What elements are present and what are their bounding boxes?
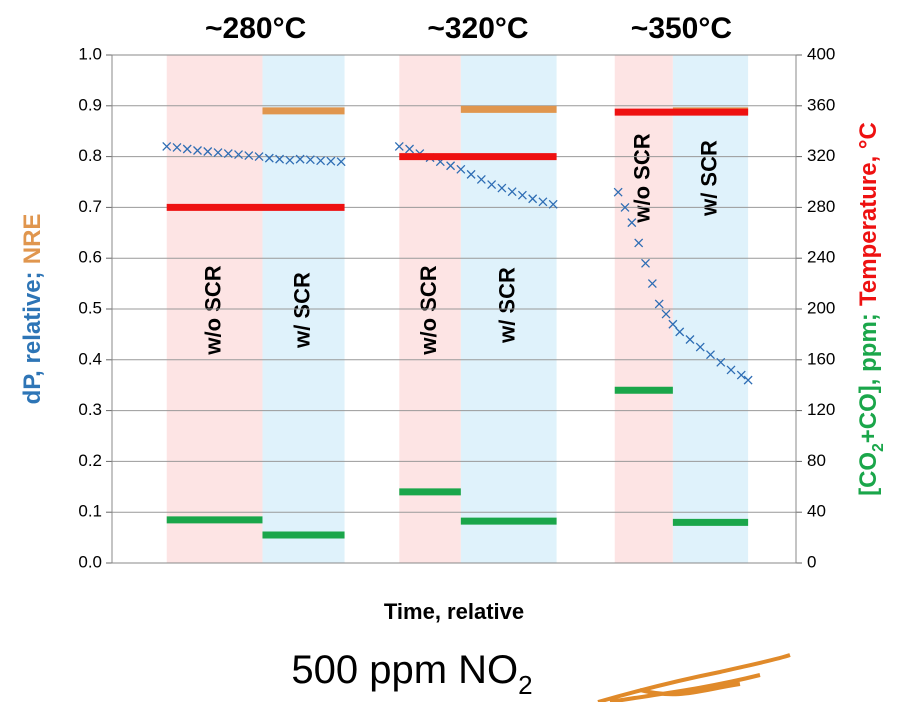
- data-point: [736, 370, 746, 380]
- caption: 500 ppm NO2: [291, 648, 532, 700]
- data-point: [285, 155, 295, 165]
- data-point: [394, 141, 404, 151]
- data-point: [466, 169, 476, 179]
- data-point: [654, 299, 664, 309]
- y2-tick-label: 360: [807, 95, 835, 114]
- group-title: ~280°C: [205, 12, 306, 45]
- series-line: [166, 386, 749, 539]
- group-title: ~350°C: [631, 12, 732, 45]
- data-point: [213, 148, 223, 157]
- y2-tick-label: 120: [807, 400, 835, 419]
- data-point: [695, 342, 705, 352]
- data-point: [497, 183, 507, 193]
- y-axis-label: dP, relative; NRE: [19, 214, 46, 405]
- data-point: [223, 149, 233, 159]
- data-point: [675, 327, 685, 337]
- y2-axis-label-part: 2: [870, 443, 887, 452]
- data-point: [661, 309, 671, 319]
- data-point: [507, 187, 517, 197]
- plot-frame: [111, 54, 797, 564]
- data-point: [706, 350, 715, 360]
- data-point: [726, 365, 736, 375]
- data-point: [668, 319, 678, 329]
- data-point: [627, 218, 637, 228]
- y-tick-label: 0.6: [78, 248, 102, 267]
- data-point: [647, 279, 657, 289]
- caption-part: 2: [518, 670, 532, 700]
- data-point: [182, 144, 192, 154]
- y-axis-label-part: dP, relative;: [19, 271, 46, 404]
- y2-tick-label: 200: [807, 298, 835, 317]
- data-point: [446, 161, 456, 171]
- data-point: [517, 190, 527, 200]
- data-point: [162, 141, 172, 151]
- data-point: [476, 175, 486, 184]
- region-label: w/ SCR: [289, 272, 314, 349]
- data-point: [244, 151, 254, 161]
- data-point: [316, 156, 326, 166]
- data-point: [234, 150, 243, 160]
- data-point: [456, 164, 466, 174]
- y2-tick-label: 240: [807, 248, 835, 267]
- data-point: [685, 335, 695, 344]
- data-point: [295, 154, 305, 164]
- data-point: [743, 375, 753, 385]
- data-point: [326, 156, 336, 166]
- y2-axis-label-part: +CO], ppm;: [855, 313, 882, 443]
- y-axis-label-part: NRE: [19, 214, 46, 265]
- data-point: [634, 238, 644, 248]
- caption-part: 500 ppm NO: [291, 648, 518, 692]
- y-tick-label: 0.0: [78, 552, 102, 571]
- decoration: [597, 653, 791, 702]
- y2-tick-label: 40: [807, 502, 826, 521]
- x-axis-label: Time, relative: [384, 599, 524, 624]
- y-tick-label: 0.3: [78, 400, 102, 419]
- y-tick-label: 0.2: [78, 451, 102, 470]
- data-point: [405, 144, 414, 154]
- data-point: [203, 147, 213, 156]
- data-point: [264, 153, 274, 163]
- data-point: [193, 146, 202, 155]
- data-point: [336, 157, 346, 167]
- region-label: w/o SCR: [416, 265, 441, 355]
- group-title: ~320°C: [427, 12, 528, 45]
- region-label: w/o SCR: [630, 133, 655, 223]
- y-tick-label: 0.9: [78, 95, 102, 114]
- y-tick-label: 0.4: [78, 349, 102, 368]
- data-point: [620, 202, 630, 212]
- y-tick-label: 0.5: [78, 298, 102, 317]
- y2-tick-label: 0: [807, 552, 816, 571]
- y2-tick-label: 400: [807, 44, 835, 63]
- data-point: [613, 187, 623, 197]
- data-point: [487, 180, 497, 189]
- y2-axis-label: [CO2+CO], ppm; Temperature, °C: [855, 122, 886, 496]
- y2-tick-label: 160: [807, 349, 835, 368]
- data-point: [538, 197, 548, 207]
- data-point: [641, 258, 650, 268]
- data-point: [275, 154, 285, 164]
- y-tick-label: 1.0: [78, 44, 102, 63]
- y2-axis-label-part: Temperature, °C: [855, 122, 882, 306]
- y2-tick-label: 280: [807, 197, 835, 216]
- series-line: [166, 108, 749, 211]
- y2-tick-label: 80: [807, 451, 826, 470]
- data-point: [254, 152, 264, 162]
- data-point: [528, 194, 538, 204]
- data-point: [716, 357, 726, 367]
- y2-axis-label-part: [CO: [855, 452, 882, 496]
- data-point: [305, 155, 315, 165]
- region-label: w/o SCR: [200, 265, 225, 355]
- y-tick-label: 0.8: [78, 146, 102, 165]
- y-tick-label: 0.1: [78, 502, 102, 521]
- region-label: w/ SCR: [696, 140, 721, 217]
- region-label: w/ SCR: [495, 267, 520, 344]
- y2-tick-label: 320: [807, 146, 835, 165]
- y-tick-label: 0.7: [78, 197, 102, 216]
- data-point: [172, 142, 182, 152]
- data-point: [548, 199, 558, 209]
